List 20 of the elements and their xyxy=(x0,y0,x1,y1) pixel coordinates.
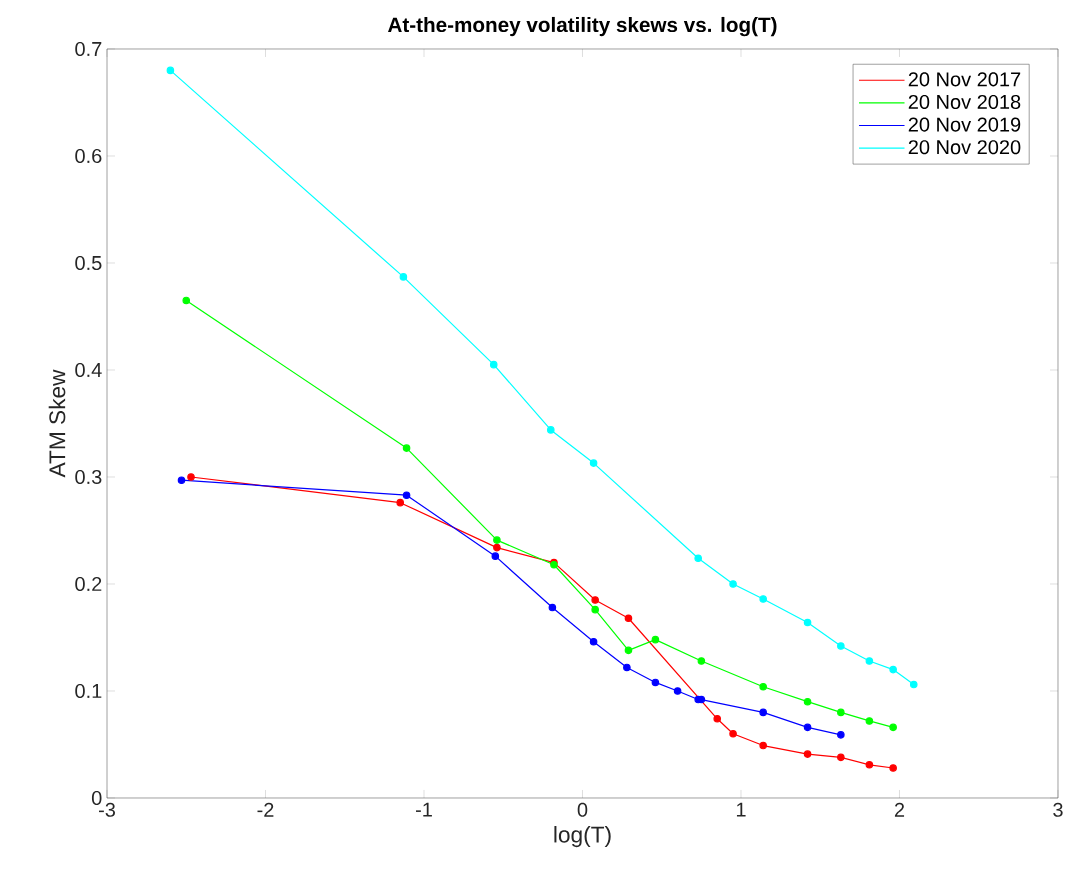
y-axis-title: ATM Skew xyxy=(48,369,66,478)
x-axis-title: log(T) xyxy=(554,826,611,848)
y-tick-label: 0.1 xyxy=(75,683,102,699)
y-tick-label: 0.3 xyxy=(75,469,102,485)
y-tick-label: 0.7 xyxy=(75,41,102,57)
legend-label: 20 Nov 2018 xyxy=(908,94,1021,110)
x-tick-label: 3 xyxy=(1053,802,1063,817)
y-tick-label: 0.6 xyxy=(75,148,102,164)
x-tick-label: 0 xyxy=(577,802,588,817)
x-tick-label: 1 xyxy=(736,802,746,817)
y-tick-label: 0.2 xyxy=(75,576,102,592)
legend-label: 20 Nov 2020 xyxy=(908,140,1021,155)
x-tick-label: -1 xyxy=(415,802,432,817)
chart-title: At-the-money volatility skews vs. log(T) xyxy=(387,16,777,37)
x-tick-label: 2 xyxy=(894,802,905,817)
legend-label: 20 Nov 2019 xyxy=(908,117,1021,132)
legend-label: 20 Nov 2017 xyxy=(908,72,1021,87)
y-tick-label: 0.4 xyxy=(75,362,102,378)
y-tick-label: 0.5 xyxy=(75,255,102,271)
x-tick-label: -2 xyxy=(257,802,274,817)
